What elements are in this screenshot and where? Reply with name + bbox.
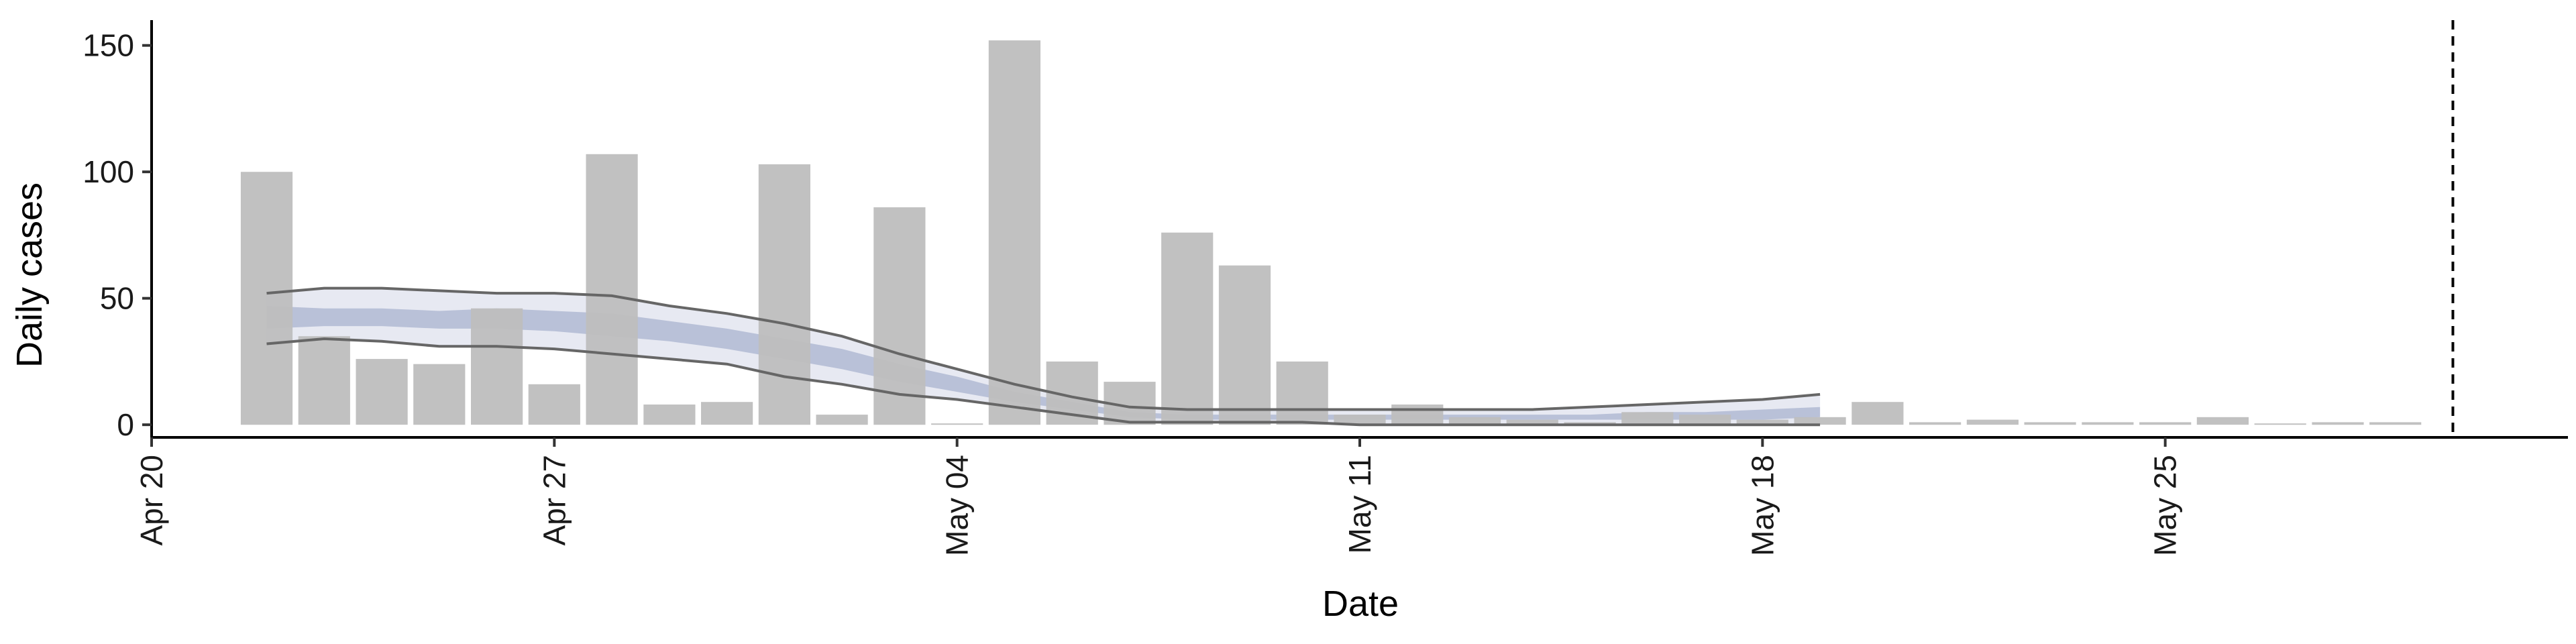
y-tick-label-100: 100: [83, 154, 134, 189]
bar-2020-05-19: [1794, 417, 1846, 425]
x-tick-label-2020-05-18: May 18: [1745, 455, 1780, 556]
estimate-lines: [266, 20, 2455, 437]
bar-2020-05-12: [1391, 405, 1444, 425]
bar-2020-04-23: [298, 336, 350, 425]
bar-2020-05-03: [873, 207, 926, 425]
y-tick-label-150: 150: [83, 28, 134, 63]
x-axis-title: Date: [1322, 584, 1399, 624]
x-tick-label-2020-04-20: Apr 20: [134, 455, 169, 546]
bar-2020-05-10: [1276, 361, 1328, 425]
bars-group: [240, 40, 2422, 425]
bar-2020-05-02: [816, 415, 868, 425]
bar-2020-05-27: [2254, 423, 2306, 425]
bar-2020-05-16: [1621, 412, 1674, 425]
bar-2020-05-17: [1679, 415, 1731, 425]
bar-2020-05-18: [1736, 419, 1788, 425]
bar-2020-05-11: [1334, 415, 1386, 425]
bar-2020-05-01: [758, 164, 810, 425]
bar-2020-04-22: [240, 172, 293, 425]
x-tick-label-2020-05-04: May 04: [940, 455, 975, 556]
axes: 0 50 100 150 Apr 20 Apr 27 May 04 May 11 May 18 M…: [83, 20, 2568, 556]
bar-2020-05-29: [2369, 422, 2422, 425]
inner-credible-band: [266, 306, 1821, 420]
bar-2020-05-24: [2082, 422, 2134, 425]
y-tick-label-0: 0: [117, 407, 134, 442]
bar-2020-04-25: [413, 364, 466, 425]
bar-2020-04-28: [586, 154, 638, 425]
y-tick-label-50: 50: [100, 281, 134, 316]
bar-2020-05-13: [1448, 417, 1501, 425]
bar-2020-05-21: [1909, 422, 1962, 425]
bar-2020-05-28: [2312, 422, 2364, 425]
bar-2020-05-05: [988, 40, 1040, 425]
bar-2020-04-30: [701, 402, 753, 425]
bar-2020-05-08: [1161, 232, 1214, 425]
bar-2020-05-04: [931, 423, 983, 425]
bar-2020-04-26: [471, 308, 523, 425]
x-tick-label-2020-04-27: Apr 27: [537, 455, 572, 546]
bar-2020-05-26: [2196, 417, 2249, 425]
bar-2020-05-23: [2024, 422, 2076, 425]
lower-bound-line: [266, 337, 1821, 427]
y-axis-title: Daily cases: [9, 182, 50, 368]
estimate-bands: [266, 288, 1821, 425]
x-tick-label-2020-05-25: May 25: [2148, 455, 2183, 556]
bar-2020-04-27: [528, 384, 580, 425]
upper-bound-line: [266, 286, 1821, 411]
bar-2020-05-09: [1218, 265, 1271, 425]
bar-2020-05-20: [1851, 402, 1904, 425]
x-tick-label-2020-05-11: May 11: [1342, 455, 1377, 553]
bar-2020-05-22: [1966, 419, 2019, 425]
bar-2020-04-24: [356, 359, 408, 425]
bar-2020-05-14: [1506, 419, 1558, 425]
bar-2020-04-29: [643, 405, 696, 425]
bar-2020-05-25: [2139, 422, 2192, 425]
